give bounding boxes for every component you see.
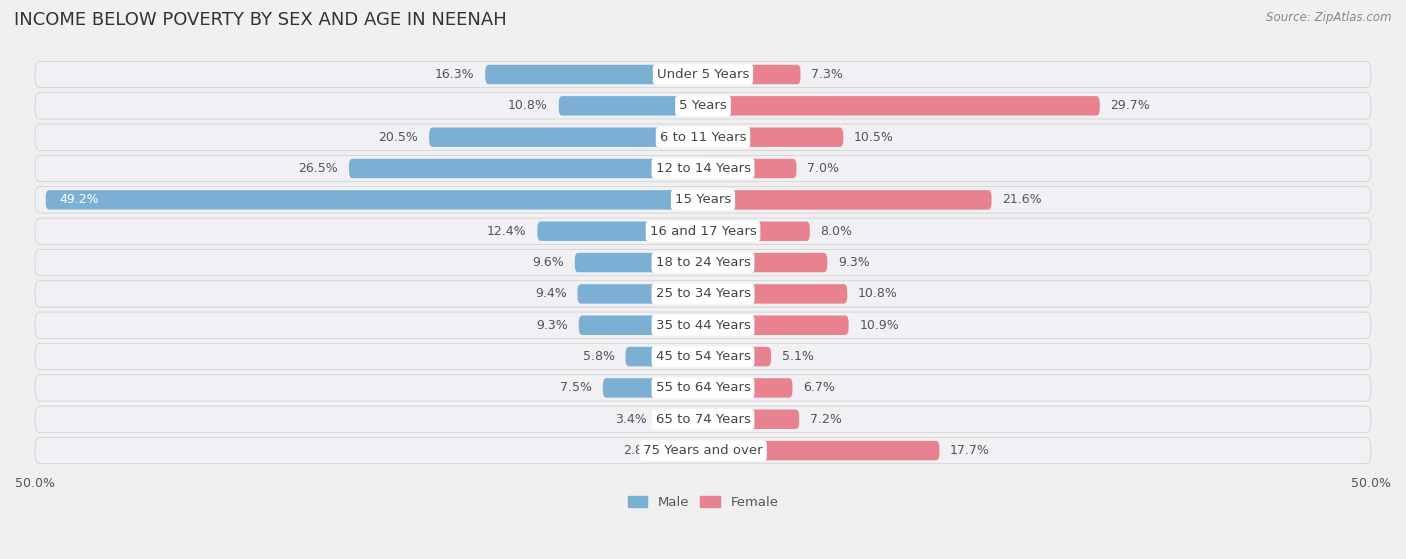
Text: 18 to 24 Years: 18 to 24 Years bbox=[655, 256, 751, 269]
Text: Source: ZipAtlas.com: Source: ZipAtlas.com bbox=[1267, 11, 1392, 24]
FancyBboxPatch shape bbox=[35, 218, 1371, 244]
Text: 55 to 64 Years: 55 to 64 Years bbox=[655, 381, 751, 395]
FancyBboxPatch shape bbox=[35, 187, 1371, 213]
FancyBboxPatch shape bbox=[603, 378, 703, 397]
Text: 6.7%: 6.7% bbox=[803, 381, 835, 395]
Text: 10.8%: 10.8% bbox=[858, 287, 898, 300]
Text: 8.0%: 8.0% bbox=[821, 225, 852, 238]
Text: 9.3%: 9.3% bbox=[536, 319, 568, 331]
FancyBboxPatch shape bbox=[703, 441, 939, 461]
FancyBboxPatch shape bbox=[703, 221, 810, 241]
Text: 6 to 11 Years: 6 to 11 Years bbox=[659, 131, 747, 144]
Text: 9.4%: 9.4% bbox=[534, 287, 567, 300]
Text: 9.6%: 9.6% bbox=[533, 256, 564, 269]
Text: 12.4%: 12.4% bbox=[486, 225, 527, 238]
FancyBboxPatch shape bbox=[703, 315, 849, 335]
Text: 5 Years: 5 Years bbox=[679, 100, 727, 112]
Text: 5.8%: 5.8% bbox=[583, 350, 614, 363]
Text: 10.5%: 10.5% bbox=[853, 131, 894, 144]
FancyBboxPatch shape bbox=[703, 378, 793, 397]
FancyBboxPatch shape bbox=[579, 315, 703, 335]
FancyBboxPatch shape bbox=[703, 284, 848, 304]
FancyBboxPatch shape bbox=[35, 312, 1371, 338]
Text: 15 Years: 15 Years bbox=[675, 193, 731, 206]
FancyBboxPatch shape bbox=[35, 93, 1371, 119]
FancyBboxPatch shape bbox=[537, 221, 703, 241]
FancyBboxPatch shape bbox=[35, 281, 1371, 307]
Text: 12 to 14 Years: 12 to 14 Years bbox=[655, 162, 751, 175]
Text: 7.5%: 7.5% bbox=[560, 381, 592, 395]
Text: 16 and 17 Years: 16 and 17 Years bbox=[650, 225, 756, 238]
Text: 45 to 54 Years: 45 to 54 Years bbox=[655, 350, 751, 363]
Text: 10.8%: 10.8% bbox=[508, 100, 548, 112]
FancyBboxPatch shape bbox=[349, 159, 703, 178]
FancyBboxPatch shape bbox=[35, 155, 1371, 182]
FancyBboxPatch shape bbox=[35, 249, 1371, 276]
Text: 20.5%: 20.5% bbox=[378, 131, 419, 144]
Text: 5.1%: 5.1% bbox=[782, 350, 814, 363]
Text: 29.7%: 29.7% bbox=[1111, 100, 1150, 112]
Text: 16.3%: 16.3% bbox=[434, 68, 475, 81]
Text: Under 5 Years: Under 5 Years bbox=[657, 68, 749, 81]
FancyBboxPatch shape bbox=[703, 410, 799, 429]
FancyBboxPatch shape bbox=[703, 96, 1099, 116]
FancyBboxPatch shape bbox=[578, 284, 703, 304]
FancyBboxPatch shape bbox=[703, 190, 991, 210]
FancyBboxPatch shape bbox=[658, 410, 703, 429]
Legend: Male, Female: Male, Female bbox=[623, 491, 783, 514]
FancyBboxPatch shape bbox=[45, 190, 703, 210]
Text: 35 to 44 Years: 35 to 44 Years bbox=[655, 319, 751, 331]
Text: INCOME BELOW POVERTY BY SEX AND AGE IN NEENAH: INCOME BELOW POVERTY BY SEX AND AGE IN N… bbox=[14, 11, 506, 29]
Text: 7.0%: 7.0% bbox=[807, 162, 839, 175]
Text: 3.4%: 3.4% bbox=[616, 413, 647, 426]
FancyBboxPatch shape bbox=[35, 343, 1371, 369]
Text: 26.5%: 26.5% bbox=[298, 162, 339, 175]
FancyBboxPatch shape bbox=[626, 347, 703, 366]
FancyBboxPatch shape bbox=[703, 253, 827, 272]
FancyBboxPatch shape bbox=[703, 65, 800, 84]
FancyBboxPatch shape bbox=[703, 347, 770, 366]
FancyBboxPatch shape bbox=[575, 253, 703, 272]
FancyBboxPatch shape bbox=[703, 127, 844, 147]
FancyBboxPatch shape bbox=[485, 65, 703, 84]
FancyBboxPatch shape bbox=[35, 61, 1371, 88]
FancyBboxPatch shape bbox=[35, 124, 1371, 150]
FancyBboxPatch shape bbox=[35, 406, 1371, 433]
FancyBboxPatch shape bbox=[35, 375, 1371, 401]
FancyBboxPatch shape bbox=[429, 127, 703, 147]
FancyBboxPatch shape bbox=[558, 96, 703, 116]
Text: 7.3%: 7.3% bbox=[811, 68, 844, 81]
Text: 10.9%: 10.9% bbox=[859, 319, 898, 331]
Text: 25 to 34 Years: 25 to 34 Years bbox=[655, 287, 751, 300]
Text: 21.6%: 21.6% bbox=[1002, 193, 1042, 206]
Text: 17.7%: 17.7% bbox=[950, 444, 990, 457]
Text: 9.3%: 9.3% bbox=[838, 256, 870, 269]
Text: 65 to 74 Years: 65 to 74 Years bbox=[655, 413, 751, 426]
Text: 49.2%: 49.2% bbox=[59, 193, 98, 206]
FancyBboxPatch shape bbox=[35, 438, 1371, 464]
Text: 7.2%: 7.2% bbox=[810, 413, 842, 426]
FancyBboxPatch shape bbox=[665, 441, 703, 461]
FancyBboxPatch shape bbox=[703, 159, 797, 178]
Text: 75 Years and over: 75 Years and over bbox=[643, 444, 763, 457]
Text: 2.8%: 2.8% bbox=[623, 444, 655, 457]
